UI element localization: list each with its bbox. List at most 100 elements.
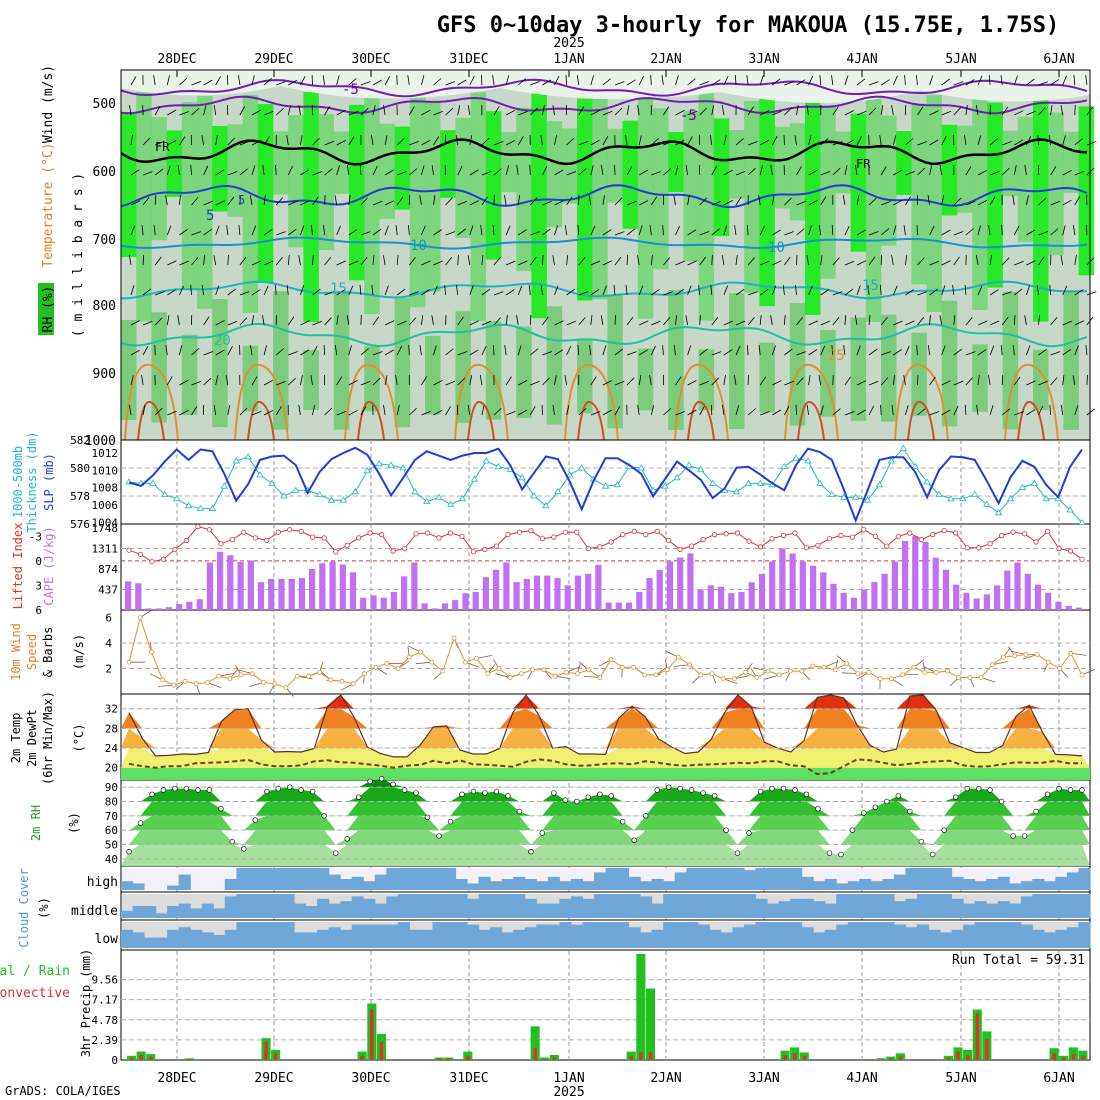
rh-point: [688, 787, 695, 793]
upper-wind-barb: [723, 75, 729, 86]
thickness-point: [256, 471, 264, 478]
cape-bar: [288, 578, 295, 610]
upper-wind-barb: [530, 107, 538, 116]
upper-wind-barb: [675, 165, 679, 176]
upper-wind-barb: [1074, 138, 1083, 146]
cape-bar: [994, 585, 1001, 610]
cape-bar: [625, 602, 633, 610]
wind-speed-point: [205, 680, 210, 685]
upper-wind-barb: [784, 405, 790, 416]
cloud-cover-bar: [478, 894, 491, 918]
cloud-cover-bar: [732, 868, 745, 890]
rh-band: [121, 801, 1090, 816]
upper-wind-barb: [952, 285, 955, 296]
upper-wind-barb: [856, 285, 861, 296]
upper-wind-barb: [554, 75, 560, 86]
upper-wind-barb: [396, 196, 404, 206]
cape-bar: [574, 575, 581, 610]
rh-band: [121, 787, 1090, 802]
upper-wind-barb: [808, 169, 818, 176]
cloud-cover-bar: [986, 922, 999, 948]
upper-wind-barb: [191, 381, 201, 386]
wind-speed-point: [126, 659, 132, 665]
upper-contour-orange: [124, 363, 179, 441]
upper-wind-barb: [1036, 285, 1039, 296]
cape-bar: [585, 573, 592, 610]
upper-wind-barb: [372, 254, 375, 266]
upper-wind-barb: [215, 375, 219, 386]
upper-wind-barb: [360, 107, 369, 116]
wind-barb: [465, 661, 480, 668]
upper-wind-barb: [638, 285, 644, 296]
rh-tick: 50: [105, 839, 118, 852]
upper-contour-red: [247, 400, 275, 441]
upper-wind-barb: [613, 285, 616, 296]
upper-wind-barb: [516, 315, 519, 326]
upper-wind-barb: [263, 78, 272, 86]
rh-point: [803, 791, 810, 797]
cloud-cover-bar: [697, 924, 710, 948]
cloud-cover-bar: [663, 922, 676, 948]
upper-wind-barb: [457, 377, 466, 386]
wind-speed-point: [160, 677, 166, 683]
upper-ylabel-unit: ( m i l l i b a r s ): [71, 173, 86, 337]
upper-wind-barb: [142, 346, 149, 356]
lifted-index-point: [585, 545, 591, 552]
cloud-cover-bar: [651, 903, 664, 918]
upper-wind-barb: [227, 320, 238, 326]
upper-wind-barb: [251, 75, 255, 86]
upper-wind-barb: [589, 345, 592, 356]
lifted-index-point: [711, 531, 718, 538]
upper-wind-barb: [312, 171, 323, 176]
cape-bar: [615, 602, 622, 610]
upper-wind-barb: [614, 81, 625, 86]
lifted-index-point: [895, 533, 901, 539]
precip-tick: 0: [111, 1054, 118, 1067]
cloud-cover-bar: [674, 922, 687, 948]
wind-speed-point: [541, 667, 547, 673]
date-label-bottom: 31DEC: [449, 1071, 488, 1086]
upper-wind-barb: [747, 257, 756, 266]
cloud-cover-bar: [1020, 924, 1033, 948]
upper-wind-barb: [142, 405, 146, 416]
upper-rh-fill: [303, 92, 319, 322]
upper-wind-barb: [856, 78, 866, 86]
upper-wind-barb: [927, 195, 930, 206]
thickness-point: [530, 492, 538, 499]
upper-wind-barb: [384, 349, 394, 356]
wind-barb: [1010, 650, 1027, 655]
upper-wind-barb: [566, 196, 573, 206]
cloud-cover-bar: [628, 876, 641, 890]
cloud-cover-bar: [813, 881, 826, 890]
upper-wind-barb: [518, 260, 528, 266]
date-label-bottom: 3JAN: [748, 1071, 779, 1086]
lifted-index-point: [355, 535, 362, 541]
upper-wind-barb: [445, 231, 456, 236]
temp-tick: 32: [105, 703, 118, 716]
lifted-index-point: [643, 531, 649, 538]
upper-wind-barb: [1026, 135, 1032, 146]
cloud-cover-bar: [455, 879, 468, 890]
upper-wind-barb: [288, 79, 298, 86]
lifted-index-point: [551, 534, 557, 540]
upper-rh-fill: [394, 298, 411, 428]
cloud-level-middle: middle: [71, 904, 118, 919]
rh-point: [229, 838, 236, 845]
rh-point: [964, 785, 970, 792]
upper-wind-barb: [1074, 320, 1085, 326]
cloud-cover-bar: [282, 868, 295, 890]
upper-wind-barb: [651, 320, 661, 326]
upper-wind-barb: [1085, 75, 1088, 86]
upper-wind-barb: [395, 375, 398, 386]
upper-wind-barb: [445, 256, 453, 266]
upper-rh-fill: [242, 94, 259, 313]
rh-band: [121, 815, 1090, 831]
cloud-cover-bar: [478, 876, 491, 890]
slp-right-tick: 1004: [92, 516, 119, 529]
rh-point: [310, 788, 316, 795]
rh-point: [780, 785, 787, 792]
cloud-cover-bar: [893, 874, 906, 890]
precip-convective-bar: [898, 1056, 903, 1060]
upper-wind-barb: [868, 405, 874, 416]
